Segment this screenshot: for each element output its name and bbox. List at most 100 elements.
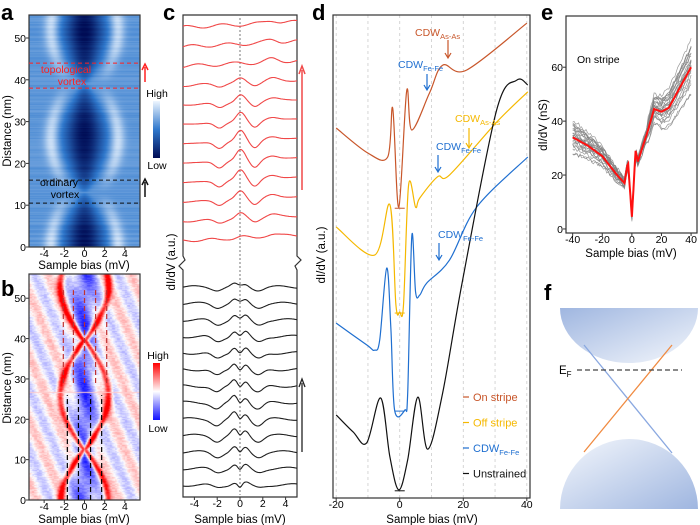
ordinary-spectrum-line [183,463,298,474]
e-ytick-label: 0 [557,224,563,236]
colorbar-high-a: High [146,88,168,100]
topological-spectrum-line [182,111,297,129]
a-ytick-label: 30 [14,117,26,129]
red-up-arrow-icon [298,63,306,190]
b-ytick-label: 10 [14,455,26,467]
series-line-1 [335,91,529,317]
ordinary-spectrum-line [182,363,298,376]
individual-spectrum-line [572,93,692,220]
legend-label: CDWFe-Fe [473,443,519,457]
fermi-main: E [559,365,567,377]
d-xtick-label: 20 [457,499,469,511]
on-stripe-title-e: On stripe [577,54,620,66]
ylabel-e: dI/dV (nS) [538,99,550,151]
b-ytick-label: 20 [14,414,26,426]
cdw-main: CDW [438,229,463,241]
individual-spectrum-line [572,69,692,218]
panel-label-d: d [312,0,325,25]
a-xtick-label: -2 [60,248,69,260]
topological-spectrum-line [182,57,298,69]
b-ytick-label: 50 [14,293,26,305]
black-up-arrow-icon [141,177,149,197]
valence-band [560,439,698,509]
d-xtick-label: 0 [397,499,403,511]
b-xtick-label: 0 [82,501,88,513]
down-arrow-icon [465,128,473,150]
c-xtick-label: 4 [283,498,289,510]
ordinary-spectrum-line [182,379,298,393]
b-ytick-label: 30 [14,374,26,386]
panel-label-c: c [163,0,175,25]
topological-spectrum-line [183,149,298,169]
e-xtick-label: -20 [595,234,610,246]
ordinary-vortex-label-2: vortex [51,189,80,201]
legend-label: Unstrained [473,469,526,481]
individual-spectrum-line [572,47,692,213]
black-up-arrow-icon [298,377,306,452]
b-xtick-label: -2 [60,501,69,513]
ordinary-spectrum-line [182,411,297,427]
a-xtick-label: 2 [102,248,108,260]
panel-label-b: b [1,276,14,301]
c-xtick-label: -2 [213,498,222,510]
cdw-sub: Fe-Fe [461,146,481,155]
conduction-band [560,308,698,363]
red-up-arrow-icon [141,62,149,82]
cdw-sub: As-As [440,32,460,41]
ordinary-spectrum-line [182,347,297,359]
c-xtick-label: 0 [237,498,243,510]
down-arrow-icon [435,243,443,262]
ordinary-spectrum-line [182,446,298,459]
individual-spectrum-line [572,46,692,213]
d-frame [332,14,531,499]
topological-spectrum-line [183,76,298,88]
ordinary-spectrum-line [182,481,298,489]
ylabel-c: dI/dV (a.u.) [166,233,178,290]
panel-label-e: e [541,0,553,25]
xlabel-b: Sample bias (mV) [38,514,130,525]
e-xtick-label: -40 [565,234,580,246]
series-line-3 [335,78,529,491]
a-xtick-label: -4 [39,248,48,260]
individual-spectrum-line [572,84,692,222]
c-frame-with-break [178,14,302,498]
ordinary-spectrum-line [182,282,298,292]
average-spectrum-line [572,66,692,217]
topological-spectrum-line [182,19,298,29]
cdw-annotation: CDWAs-As [415,27,460,41]
cdw-main: CDW [398,59,423,71]
cdw-sub: Fe-Fe [463,234,483,243]
series-line-0 [335,22,528,208]
xlabel-d: Sample bias (mV) [386,514,478,525]
topological-vortex-label-1: topological [41,64,91,76]
topological-spectrum-line [182,212,298,224]
ylabel-d: dI/dV (a.u.) [316,226,328,283]
fermi-sub: F [567,370,572,379]
d-xtick-label: 40 [521,499,533,511]
individual-spectrum-line [572,45,692,214]
c-xtick-label: -4 [190,498,199,510]
heatmap-b [29,274,140,500]
e-ytick-label: 20 [551,170,563,182]
cdw-main: CDW [436,141,461,153]
e-ytick-label: 40 [551,116,563,128]
individual-spectrum-line [572,46,692,215]
topological-spectrum-line [183,129,298,149]
panel-label-f: f [544,280,552,305]
cdw-annotation: CDWAs-As [455,113,500,127]
e-xtick-label: 0 [629,234,635,246]
xlabel-c: Sample bias (mV) [194,514,286,525]
colorbar-b [153,363,160,420]
topological-spectrum-line [182,38,298,48]
a-xtick-label: 0 [82,248,88,260]
series-line-2 [335,156,529,418]
ordinary-spectrum-line [182,298,298,309]
ylabel-a: Distance (nm) [2,95,14,167]
legend-label: Off stripe [473,418,517,430]
cdw-sub: As-As [480,118,500,127]
down-arrow-icon [434,155,442,174]
panel-b: b Sample bias (mV) Distance (nm) High Lo… [1,273,169,525]
individual-spectrum-line [572,52,692,214]
b-xtick-label: -4 [39,501,48,513]
